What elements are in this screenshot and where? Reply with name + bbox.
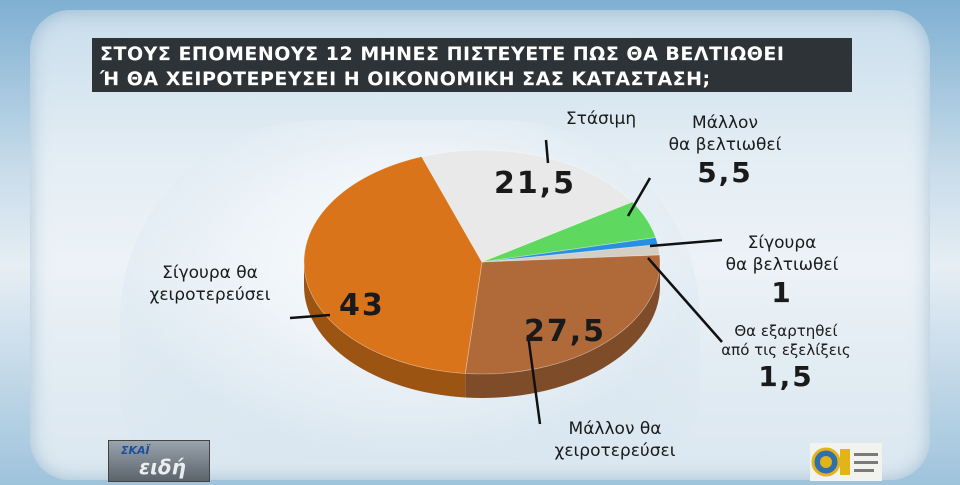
label-mallon-beltiothei: Μάλλον θα βελτιωθεί 5,5 — [660, 112, 790, 189]
value-exartithei: 1,5 — [758, 360, 814, 393]
value-sigoura-xeiroterepsei: 43 — [339, 288, 385, 323]
pie-slice-0 — [421, 149, 634, 263]
pie-slice-4 — [464, 254, 661, 375]
leader-line-4 — [526, 334, 542, 425]
pie-slice-1 — [481, 201, 657, 263]
pie-side-4 — [465, 262, 660, 398]
value-stasimi: 21,5 — [494, 166, 577, 201]
label-sigoura-xeiroterepsei: Σίγουρα θα χειροτερεύσει — [149, 263, 271, 305]
leader-line-0 — [544, 139, 550, 164]
leader-line-2 — [649, 238, 723, 248]
value-sigoura-beltiothei: 1 — [771, 276, 793, 309]
label-sigoura-beltiothei: Σίγουρα θα βελτιωθεί 1 — [722, 232, 842, 309]
university-logo-icon — [810, 443, 882, 481]
label-stasimi: Στάσιμη — [565, 109, 637, 129]
label-mallon-xeiroterepsei: Μάλλον θα χειροτερεύσει — [554, 419, 676, 461]
leader-line-3 — [647, 257, 723, 343]
title-line-2: Ή ΘΑ ΧΕΙΡΟΤΕΡΕΥΣΕΙ Η ΟΙΚΟΝΟΜΙΚΗ ΣΑΣ ΚΑΤΑ… — [100, 68, 711, 90]
title-bar — [92, 38, 852, 92]
label-exartithei: Θα εξαρτηθεί από τις εξελίξεις 1,5 — [706, 322, 866, 393]
skai-news-logo: ΣΚΑΪ ειδή — [108, 440, 210, 482]
chart-title: ΣΤΟΥΣ ΕΠΟΜΕΝΟΥΣ 12 ΜΗΝΕΣ ΠΙΣΤΕΥΕΤΕ ΠΩΣ Θ… — [100, 42, 800, 92]
leader-line-1 — [626, 177, 652, 217]
pie-side-5 — [304, 262, 466, 398]
leader-line-5 — [289, 313, 331, 320]
pie-slice-5 — [303, 156, 483, 374]
value-mallon-beltiothei: 5,5 — [697, 156, 753, 189]
title-line-1: ΣΤΟΥΣ ΕΠΟΜΕΝΟΥΣ 12 ΜΗΝΕΣ ΠΙΣΤΕΥΕΤΕ ΠΩΣ Θ… — [100, 43, 785, 65]
value-mallon-xeiroterepsei: 27,5 — [524, 314, 607, 349]
